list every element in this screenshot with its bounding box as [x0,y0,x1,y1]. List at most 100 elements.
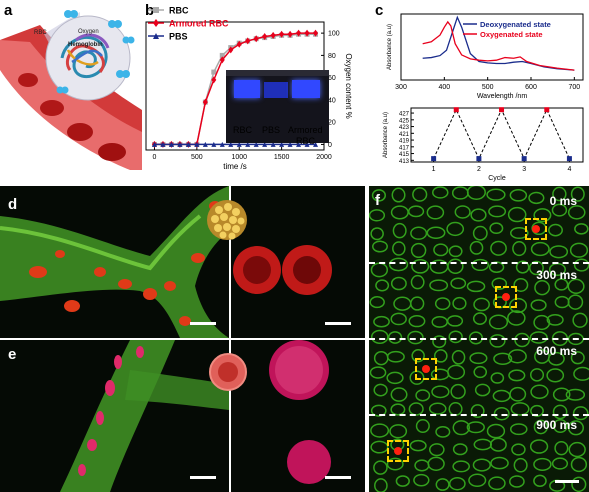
vial-armored-rbc [292,80,320,98]
cell-outline [567,420,584,436]
cell-outline [469,352,488,365]
panel-label-f: f [375,192,380,209]
time-label-900: 900 ms [536,418,577,432]
data-point [253,141,259,147]
y-tick-label: 423 [399,125,410,131]
x-tick-label: 1500 [274,154,290,161]
cell-outline [567,205,586,220]
cell-outline [450,277,467,290]
cell-outline [547,351,565,366]
panel-f-time-series: 0 ms 300 ms 600 ms 900 ms [369,186,589,492]
cell-outline [466,280,486,293]
cell-outline [448,330,463,344]
panel-label-a: a [4,2,13,19]
data-point [287,30,293,38]
cell-outline [571,476,587,492]
cell-outline [386,457,404,471]
cell-outline [389,424,408,439]
data-point [236,40,242,48]
y-tick-label: 100 [328,31,340,38]
cell-outline [387,331,403,344]
data-point [566,156,572,162]
cell-outline [489,222,504,235]
y-tick-label: 419 [399,139,410,145]
cell-outline [554,278,569,291]
cell-outline [548,223,563,237]
x-tick-label: 700 [568,84,580,91]
cell-outline [426,205,445,220]
y-tick-label: 415 [399,152,410,158]
cell-outline [412,187,428,202]
x-axis-label: Wavelength /nm [477,93,527,100]
tracked-cell-box [387,440,409,462]
data-point [253,35,259,43]
plot-frame [400,13,584,81]
x-tick-label: 2000 [316,154,332,161]
rbc-cell [18,73,38,87]
cell-outline [533,419,549,435]
x-tick-label: 500 [482,84,494,91]
cell-outline [533,474,547,488]
cell-outline [488,476,506,491]
scale-bar [190,322,216,325]
tracked-cell [422,365,430,373]
cell-outline [486,423,506,439]
frame-divider [369,338,589,340]
zoom-circle [45,15,131,101]
cell-outline [552,404,568,420]
cell-outline [388,257,409,272]
cell-outline [426,226,446,240]
cell-outline [392,241,406,256]
cell-outline [468,331,483,345]
cell-outline [372,240,388,253]
scale-bar [325,476,351,479]
y-tick-label: 60 [328,75,336,82]
cell-outline [373,460,388,475]
data-point [304,29,310,37]
cell-outline [568,441,586,458]
cell-outline [452,460,471,473]
x-tick-label: 2 [477,166,481,173]
rbc-cell [40,100,64,116]
cell-outline [507,349,527,364]
panel-d-vessel-image [0,186,229,338]
cell-outline [533,457,552,472]
cell-outline [427,456,445,471]
inset-label-pbs: PBS [262,125,281,135]
x-tick-label: 3 [522,166,526,173]
cell-outline [534,280,550,296]
vial-photo-inset [226,70,329,143]
panel-label-d: d [8,196,18,213]
panel-d-armored-cells [231,186,365,338]
cell-outline [369,209,386,222]
data-point [304,141,310,147]
cycle-line [433,108,570,160]
label-hemoglobin: Hemoglobin [68,42,103,48]
data-point [245,141,251,147]
cell-outline [473,297,490,312]
x-tick-label: 500 [191,154,203,161]
data-point [270,31,276,39]
time-label-300: 300 ms [536,268,577,282]
cell-outline [509,297,528,314]
cell-outline [574,223,589,235]
cell-outline [490,456,509,470]
cell-outline [446,221,465,237]
data-point [211,69,217,75]
chart-oxygen-content: 0 500 1000 1500 2000 0 20 40 60 80 100 time /s Oxyge… [145,6,353,171]
cell-outline [567,278,585,295]
cell-outline [434,297,451,311]
data-point [211,76,217,84]
data-point [279,141,285,147]
cell-outline [488,205,507,218]
cell-outline [546,313,564,326]
cell-outline [433,243,449,257]
panel-label-c: c [375,2,384,19]
panel-a-illustration: RBC Oxygen Hemoglobin [0,10,142,170]
label-oxygen: Oxygen [78,29,99,35]
cell-outline [468,473,487,488]
cell-outline [509,188,528,202]
cell-outline [470,208,487,222]
cell-outline [513,277,529,292]
